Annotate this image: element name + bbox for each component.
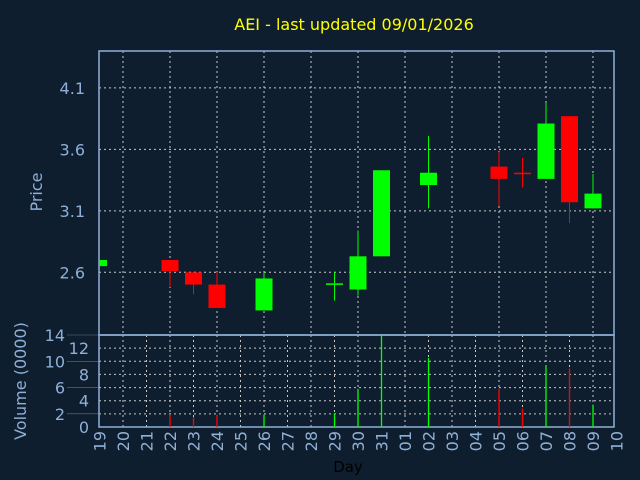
volume-panel-frame: [98, 334, 615, 428]
candle-body: [349, 256, 367, 290]
volume-tick-label: 12: [69, 339, 89, 358]
x-tick-label: 09: [584, 431, 603, 451]
x-tick-label: 23: [185, 431, 204, 451]
x-tick-label: 03: [443, 431, 462, 451]
candle-body: [490, 166, 508, 179]
volume-axis-label: Volume (0000): [11, 322, 30, 440]
x-tick-label: 20: [114, 431, 133, 451]
x-tick-label: 21: [138, 431, 157, 451]
price-tick-label: 2.6: [60, 263, 85, 282]
volume-tick-label: 4: [79, 392, 89, 411]
candle-body: [537, 123, 555, 179]
x-tick-label: 26: [255, 431, 274, 451]
candle-body: [185, 272, 202, 285]
x-tick-label: 29: [326, 431, 345, 451]
x-tick-label: 28: [302, 431, 321, 451]
x-tick-label: 07: [537, 431, 556, 451]
candle-body: [420, 172, 437, 186]
x-tick-label: 05: [490, 431, 509, 451]
price-axis-label: Price: [27, 172, 46, 211]
x-tick-label: 10: [608, 431, 627, 451]
x-tick-label: 24: [208, 431, 227, 451]
x-tick-label: 04: [467, 431, 486, 451]
candle-body: [561, 116, 578, 203]
x-tick-label: 30: [349, 431, 368, 451]
candle-body: [208, 284, 226, 308]
price-tick-label: 4.1: [60, 79, 85, 98]
price-panel-frame: [98, 50, 615, 336]
candle-body: [514, 172, 531, 175]
x-tick-label: 27: [279, 431, 298, 451]
x-tick-label: 25: [232, 431, 251, 451]
x-tick-label: 02: [420, 431, 439, 451]
candle-body: [99, 260, 107, 267]
candle-body: [255, 278, 273, 311]
x-tick-label: 22: [161, 431, 180, 451]
volume-tick-label: 14: [45, 326, 65, 345]
x-tick-label: 31: [373, 431, 392, 451]
price-tick-label: 3.6: [60, 140, 85, 159]
candle-body: [161, 260, 179, 272]
x-tick-label: 06: [514, 431, 533, 451]
volume-tick-label: 0: [79, 418, 89, 437]
candle-body: [373, 170, 390, 257]
volume-tick-label: 10: [45, 352, 65, 371]
volume-tick-label: 6: [55, 379, 65, 398]
chart-title: AEI - last updated 09/01/2026: [234, 15, 474, 34]
candle-body: [326, 283, 343, 285]
x-tick-label: 01: [396, 431, 415, 451]
x-axis-label: Day: [333, 458, 363, 476]
volume-tick-label: 2: [55, 405, 65, 424]
volume-tick-label: 8: [79, 365, 89, 384]
x-tick-label: 19: [91, 431, 110, 451]
price-tick-label: 3.1: [60, 202, 85, 221]
x-tick-label: 08: [561, 431, 580, 451]
candle-body: [584, 193, 602, 209]
